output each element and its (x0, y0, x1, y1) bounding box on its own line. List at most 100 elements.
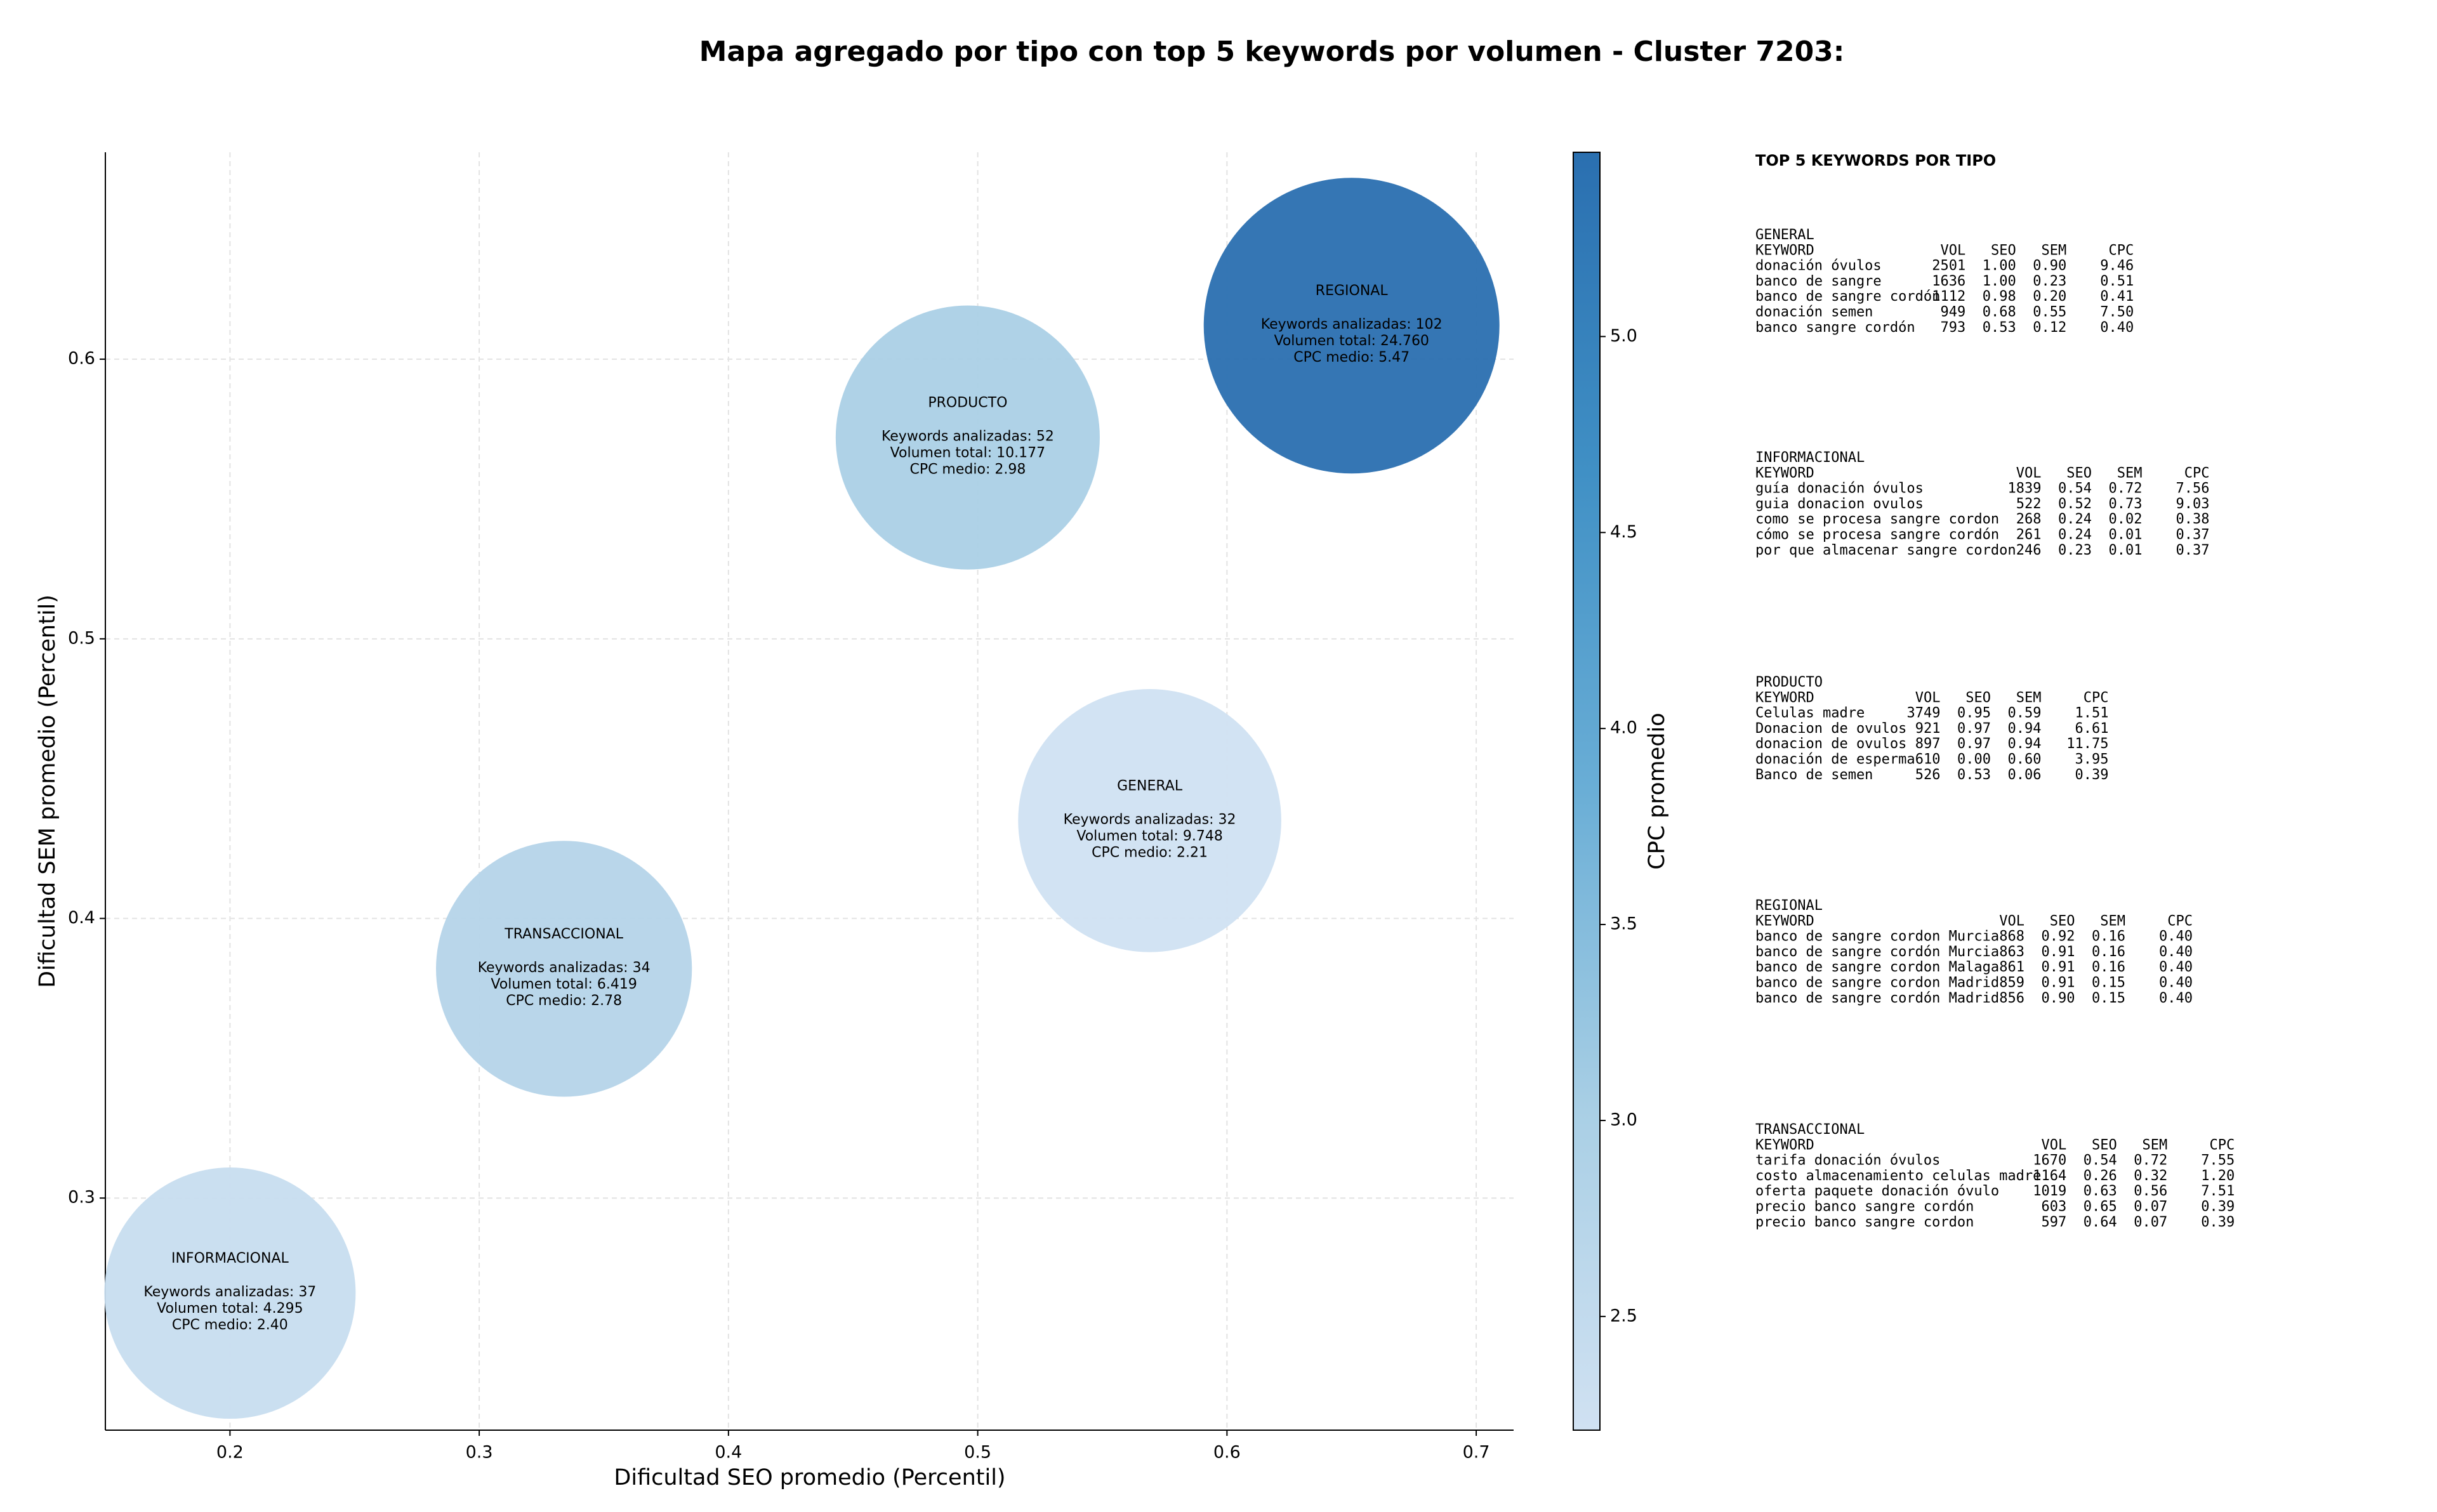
table-cell: CPC (2084, 690, 2109, 706)
table-cell: 1839 (2008, 481, 2042, 497)
table-cell: SEM (2143, 1137, 2168, 1153)
table-cell: por que almacenar sangre cordon (1755, 542, 2016, 558)
bubble-label: GENERAL (1117, 778, 1183, 794)
table-cell: precio banco sangre cordón (1755, 1199, 1974, 1215)
table-cell: KEYWORD (1755, 690, 1814, 706)
table-cell: SEM (2016, 690, 2042, 706)
bubble-annotation: Volumen total: 4.295 (157, 1301, 303, 1317)
bubble-annotation: CPC medio: 2.78 (506, 993, 622, 1009)
table-cell: Banco de semen (1755, 767, 1873, 783)
table-cell: 0.52 (2058, 496, 2092, 512)
table-cell: 868 (1999, 929, 2024, 945)
colorbar-tick-label: 4.0 (1610, 718, 1637, 738)
y-tick-label: 0.4 (68, 908, 95, 928)
table-cell: 0.40 (2159, 959, 2193, 975)
y-axis-label: Dificultad SEM promedio (Percentil) (35, 595, 60, 988)
table-cell: KEYWORD (1755, 1137, 1814, 1153)
table-cell: 0.54 (2084, 1153, 2117, 1169)
table-cell: 0.97 (1957, 736, 1991, 752)
table-cell: SEM (2117, 465, 2143, 481)
table-cell: guía donación óvulos (1755, 481, 1924, 497)
table-cell: 0.39 (2201, 1214, 2235, 1230)
table-cell: 0.92 (2042, 929, 2075, 945)
table-cell: 0.01 (2109, 542, 2143, 558)
table-cell: KEYWORD (1755, 465, 1814, 481)
table-cell: 0.53 (1957, 767, 1991, 783)
table-cell: 0.55 (2033, 305, 2066, 320)
table-cell: precio banco sangre cordon (1755, 1214, 1974, 1230)
table-cell: 0.23 (2033, 273, 2066, 289)
table-cell: 0.00 (1957, 752, 1991, 768)
table-cell: oferta paquete donación óvulo (1755, 1183, 1999, 1199)
table-cell: 0.90 (2042, 990, 2075, 1006)
bubble-annotation: Keywords analizadas: 32 (1064, 812, 1236, 827)
table-cell: 1.20 (2201, 1168, 2235, 1184)
table-cell: 597 (2042, 1214, 2067, 1230)
colorbar-tick-label: 4.5 (1610, 522, 1637, 542)
table-cell: 0.39 (2201, 1199, 2235, 1215)
table-cell: 0.95 (1957, 706, 1991, 721)
table-cell: 9.03 (2176, 496, 2210, 512)
table-cell: 268 (2016, 511, 2042, 527)
table-cell: 863 (1999, 944, 2024, 960)
bubble-annotation: Keywords analizadas: 102 (1261, 317, 1443, 332)
table-cell: 610 (1915, 752, 1941, 768)
bubble-annotation: CPC medio: 2.40 (172, 1317, 288, 1333)
table-cell: 7.50 (2100, 305, 2134, 320)
table-cell: 1636 (1932, 273, 1965, 289)
table-cell: SEO (1991, 242, 2016, 258)
table-cell: 0.90 (2033, 258, 2066, 274)
table-cell: 0.24 (2058, 511, 2092, 527)
y-tick-label: 0.6 (68, 349, 95, 369)
table-cell: 0.39 (2075, 767, 2109, 783)
table-cell: como se procesa sangre cordon (1755, 511, 1999, 527)
bubble-annotation: CPC medio: 2.21 (1092, 845, 1208, 860)
table-cell: donación semen (1755, 305, 1873, 320)
table-cell: 0.53 (1983, 320, 2016, 336)
table-cell: 0.64 (2084, 1214, 2117, 1230)
table-cell: donacion de ovulos (1755, 736, 1906, 752)
table-cell: 0.16 (2092, 944, 2125, 960)
bubble-annotation: Volumen total: 24.760 (1274, 333, 1429, 349)
colorbar-tick-label: 3.0 (1610, 1110, 1637, 1129)
table-cell: banco de sangre cordon Madrid (1755, 975, 1999, 991)
table-cell: SEO (2092, 1137, 2117, 1153)
table-cell: banco de sangre cordon Murcia (1755, 929, 1999, 945)
table-cell: 0.37 (2176, 542, 2210, 558)
table-cell: 261 (2016, 527, 2042, 543)
table-cell: 0.40 (2159, 944, 2193, 960)
table-cell: 949 (1941, 305, 1966, 320)
table-cell: banco sangre cordón (1755, 320, 1915, 336)
table-cell: 246 (2016, 542, 2042, 558)
table-cell: 2501 (1932, 258, 1965, 274)
table-cell: 861 (1999, 959, 2024, 975)
table-cell: 0.91 (2042, 944, 2075, 960)
table-cell: 0.94 (2008, 736, 2042, 752)
table-cell: 0.98 (1983, 289, 2016, 305)
table-cell: 11.75 (2066, 736, 2108, 752)
table-cell: 0.32 (2134, 1168, 2167, 1184)
table-cell: 0.15 (2092, 990, 2125, 1006)
table-cell: 0.59 (2008, 706, 2042, 721)
bubble (835, 305, 1100, 570)
table-cell: tarifa donación óvulos (1755, 1153, 1940, 1169)
table-cell: 0.51 (2100, 273, 2134, 289)
table-cell: 0.94 (2008, 721, 2042, 737)
table-cell: VOL (2042, 1137, 2067, 1153)
chart-title: Mapa agregado por tipo con top 5 keyword… (699, 36, 1845, 68)
table-cell: 0.02 (2109, 511, 2143, 527)
table-cell: 0.01 (2109, 527, 2143, 543)
table-cell: VOL (1941, 242, 1966, 258)
bubble (1018, 688, 1281, 952)
table-cell: 0.73 (2109, 496, 2143, 512)
table-cell: SEO (2050, 913, 2075, 929)
table-cell: 6.61 (2075, 721, 2109, 737)
table-cell: 1112 (1932, 289, 1965, 305)
bubble-label: REGIONAL (1316, 283, 1389, 299)
table-cell: 0.41 (2100, 289, 2134, 305)
table-cell: banco de sangre cordón Murcia (1755, 944, 1999, 960)
colorbar-tick-label: 3.5 (1610, 914, 1637, 934)
table-cell: 526 (1915, 767, 1941, 783)
table-cell: SEO (1965, 690, 1991, 706)
